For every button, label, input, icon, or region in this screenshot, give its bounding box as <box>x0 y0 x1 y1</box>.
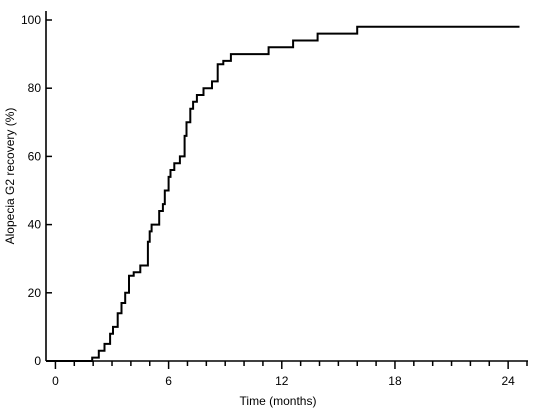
x-axis-label: Time (months) <box>240 394 317 408</box>
y-tick-label: 60 <box>28 149 42 163</box>
y-tick-label: 0 <box>34 354 41 368</box>
km-step-line <box>46 27 520 361</box>
series-layer <box>46 27 520 361</box>
y-tick-label: 100 <box>21 13 41 27</box>
y-tick-label: 20 <box>28 286 42 300</box>
x-tick-label: 6 <box>165 374 172 388</box>
x-tick-label: 0 <box>52 374 59 388</box>
y-tick-label: 40 <box>28 218 42 232</box>
x-tick-label: 18 <box>388 374 402 388</box>
axes: 0 20 40 60 80 100 0 6 12 18 24 <box>21 11 528 388</box>
x-tick-label: 24 <box>501 374 515 388</box>
y-axis-label: Alopecia G2 recovery (%) <box>3 108 17 245</box>
y-tick-label: 80 <box>28 81 42 95</box>
x-tick-label: 12 <box>275 374 289 388</box>
